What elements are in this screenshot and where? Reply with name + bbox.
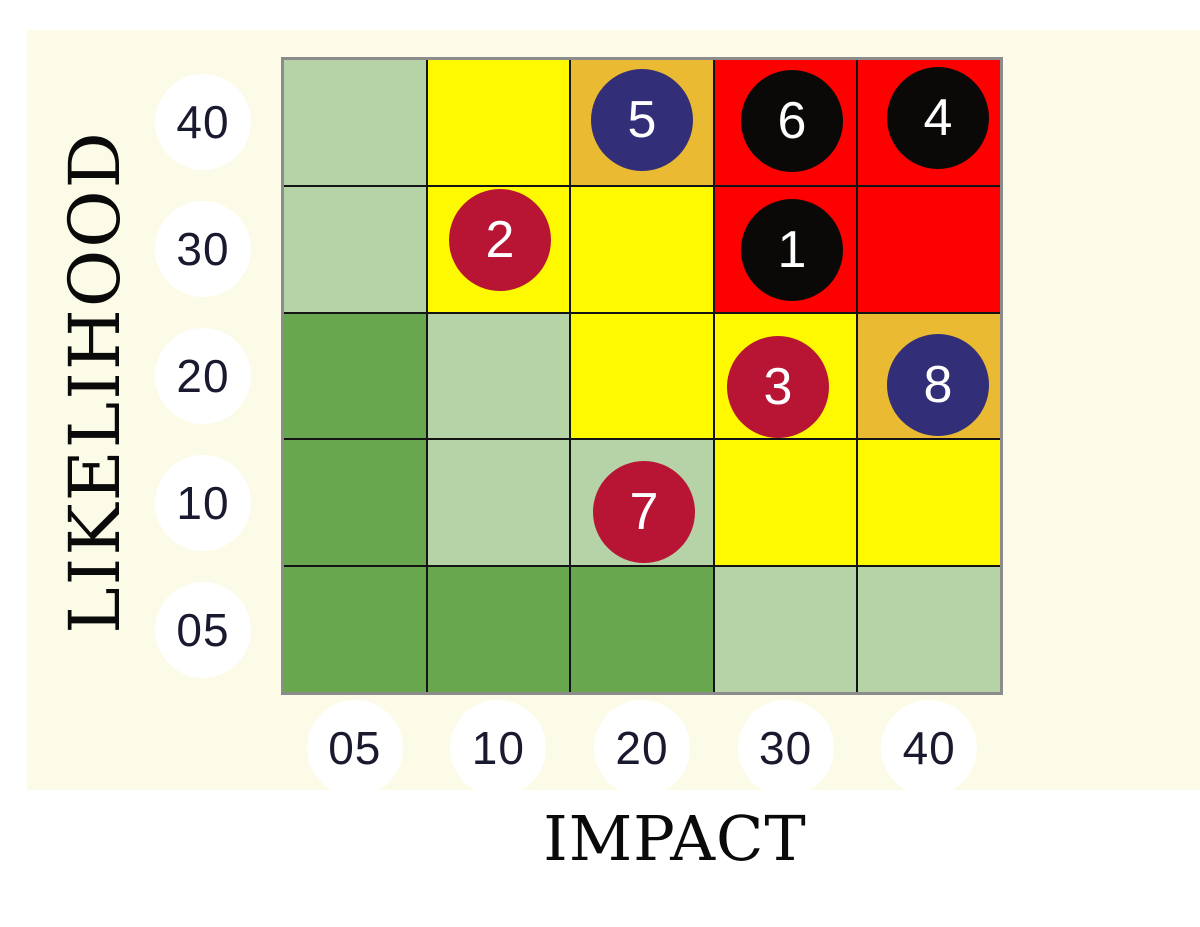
risk-marker-5: 5 bbox=[591, 69, 693, 171]
risk-marker-7: 7 bbox=[593, 461, 695, 563]
y-tick-40: 40 bbox=[155, 74, 251, 171]
matrix-cell-impact-05-likelihood-10 bbox=[284, 440, 426, 566]
x-tick-30: 30 bbox=[737, 700, 834, 796]
matrix-cell-impact-30-likelihood-05 bbox=[714, 567, 857, 692]
x-tick-20: 20 bbox=[594, 700, 690, 796]
y-tick-05: 05 bbox=[155, 581, 251, 678]
matrix-cell-impact-10-likelihood-40 bbox=[427, 60, 570, 185]
x-tick-10: 10 bbox=[450, 700, 547, 796]
matrix-cell-impact-40-likelihood-30 bbox=[858, 186, 1000, 312]
matrix-cell-impact-05-likelihood-30 bbox=[284, 186, 426, 312]
matrix-cell-impact-30-likelihood-10 bbox=[714, 440, 857, 566]
risk-marker-6: 6 bbox=[741, 70, 843, 172]
matrix-cell-impact-40-likelihood-10 bbox=[858, 440, 1000, 566]
matrix-cell-impact-20-likelihood-05 bbox=[571, 567, 713, 692]
risk-marker-4: 4 bbox=[887, 67, 989, 169]
y-axis-title: LIKELIHOOD bbox=[54, 130, 136, 634]
matrix-cell-impact-05-likelihood-40 bbox=[284, 60, 426, 185]
matrix-cell-impact-10-likelihood-05 bbox=[427, 567, 570, 692]
y-tick-10: 10 bbox=[155, 454, 251, 551]
risk-marker-3: 3 bbox=[727, 336, 829, 438]
matrix-cell-impact-10-likelihood-10 bbox=[427, 440, 570, 566]
risk-marker-1: 1 bbox=[741, 199, 843, 301]
matrix-cell-impact-05-likelihood-05 bbox=[284, 567, 426, 692]
y-tick-20: 20 bbox=[155, 328, 251, 424]
x-tick-05: 05 bbox=[306, 700, 403, 796]
matrix-cell-impact-10-likelihood-20 bbox=[427, 313, 570, 439]
matrix-cell-impact-20-likelihood-20 bbox=[571, 313, 713, 439]
risk-marker-8: 8 bbox=[887, 334, 989, 436]
x-tick-40: 40 bbox=[881, 700, 978, 796]
y-tick-30: 30 bbox=[155, 201, 251, 298]
matrix-cell-impact-05-likelihood-20 bbox=[284, 313, 426, 439]
matrix-cell-impact-40-likelihood-05 bbox=[858, 567, 1000, 692]
x-axis-title: IMPACT bbox=[543, 802, 807, 875]
risk-marker-2: 2 bbox=[449, 189, 551, 291]
matrix-cell-impact-20-likelihood-30 bbox=[571, 186, 713, 312]
